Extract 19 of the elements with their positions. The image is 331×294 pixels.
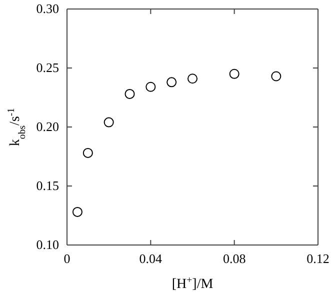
y-tick-label: 0.30 (36, 1, 59, 16)
y-tick-label: 0.15 (36, 178, 59, 194)
x-tick-label: 0.08 (222, 251, 246, 266)
x-tick-label: 0 (64, 251, 70, 266)
x-tick-label: 0.04 (139, 251, 163, 266)
x-tick-label: 0.12 (306, 251, 330, 266)
point (229, 68, 240, 79)
point (271, 71, 282, 82)
point (166, 77, 177, 88)
point (146, 82, 156, 92)
point (82, 148, 93, 158)
x-axis-title: [H$^{+}$]/M (172, 274, 214, 292)
point (124, 88, 135, 99)
point (104, 117, 114, 128)
y-tick-label: 0.10 (36, 237, 59, 252)
y-tick-label: 0.25 (36, 60, 59, 76)
point (187, 74, 198, 84)
y-tick-label: 0.20 (36, 119, 59, 134)
point (72, 206, 82, 217)
